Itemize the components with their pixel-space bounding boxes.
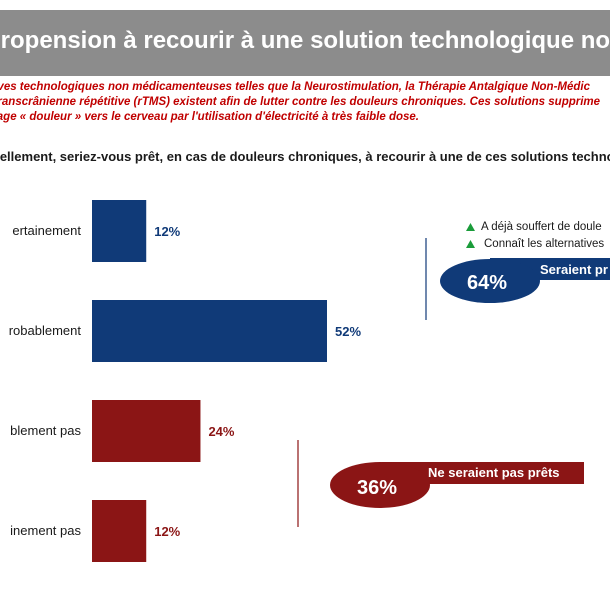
summary-negative-label: Ne seraient pas prêts [428, 465, 560, 480]
triangle-up-icon [466, 223, 475, 231]
intro-line: atives technologiques non médicamenteuse… [0, 81, 591, 93]
category-label: ertainement [12, 223, 81, 238]
intro-paragraph: atives technologiques non médicamenteuse… [0, 80, 610, 125]
summary-negative-band [382, 462, 584, 484]
bar [92, 300, 327, 362]
survey-question: onnellement, seriez-vous prêt, en cas de… [0, 149, 610, 164]
summary-negative-pill [330, 462, 430, 508]
category-label: robablement [9, 323, 82, 338]
intro-line: ssage « douleur » vers le cerveau par l'… [0, 111, 419, 123]
summary-negative-percent: 36% [357, 477, 397, 499]
summary-positive-pill [440, 259, 540, 303]
summary-positive-label: Seraient pr [540, 262, 608, 277]
legend-item: A déjà souffert de doule [481, 221, 602, 233]
bar [92, 200, 147, 262]
category-label: blement pas [10, 423, 81, 438]
bars-layer: ertainement 12% robablement 52% blement pas 2… [9, 200, 361, 562]
value-label: 12% [154, 224, 180, 239]
bar [92, 400, 201, 462]
value-label: 24% [208, 424, 234, 439]
summary-positive-percent: 64% [467, 272, 507, 294]
legend-item: Connaît les alternatives [484, 238, 604, 250]
intro-line: e transcrânienne répétitive (rTMS) exist… [0, 96, 601, 108]
title-banner: propension à recourir à une solution tec… [0, 10, 610, 76]
summary-positive: 64% Seraient pr [440, 258, 610, 303]
value-label: 52% [335, 324, 361, 339]
summary-negative: 36% Ne seraient pas prêts [330, 462, 584, 508]
category-label: inement pas [10, 523, 81, 538]
page-title: propension à recourir à une solution tec… [0, 27, 610, 54]
triangle-up-icon [466, 240, 475, 248]
legend: A déjà souffert de doule Connaît les alt… [466, 221, 604, 250]
bar [92, 500, 147, 562]
value-label: 12% [154, 524, 180, 539]
